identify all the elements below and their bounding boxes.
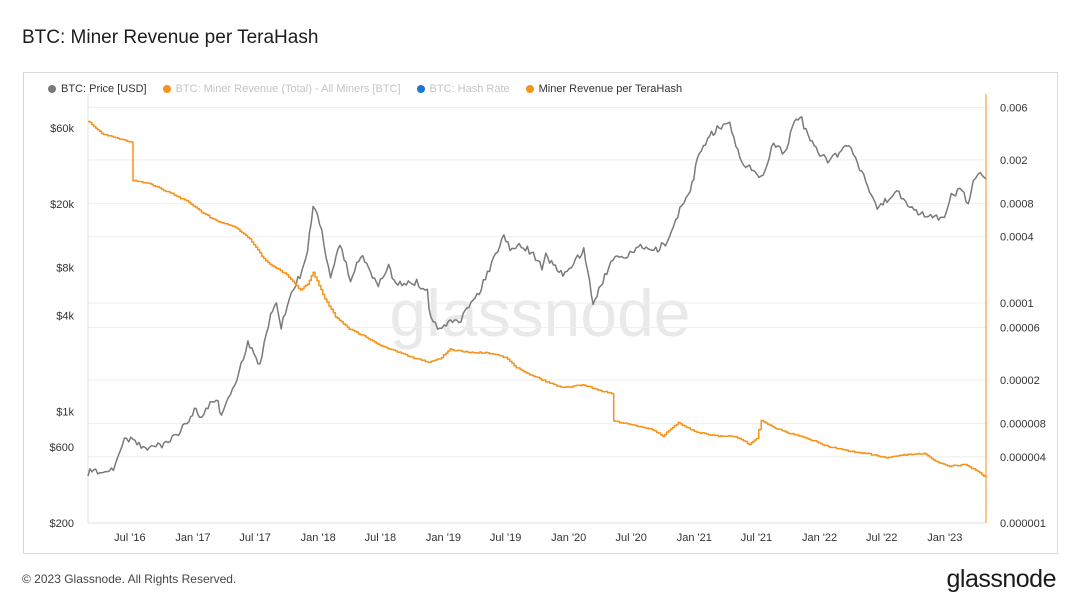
- axes: $200 $600 $1k $4k $8k $20k $60k 0.000001 0.00000…: [50, 94, 1046, 544]
- left-axis-tick-label: $8k: [56, 263, 74, 275]
- legend-label: Miner Revenue per TeraHash: [538, 83, 683, 95]
- series-line-btc-price: [87, 116, 987, 477]
- legend-dot: [525, 85, 534, 93]
- left-axis-tick-label: $600: [50, 442, 74, 454]
- left-axis-tick-label: $1k: [56, 407, 74, 419]
- x-axis-tick-label: Jan '18: [301, 532, 336, 544]
- legend-dot: [162, 85, 171, 93]
- x-axis-tick-label: Jul '19: [490, 532, 521, 544]
- x-axis-tick-label: Jul '18: [365, 532, 396, 544]
- legend-dot: [48, 85, 56, 93]
- legend-item-revenue-per-th[interactable]: Miner Revenue per TeraHash: [525, 83, 683, 95]
- right-axis-tick-label: 0.000008: [1000, 419, 1046, 431]
- left-axis-tick-label: $20k: [50, 199, 74, 211]
- right-axis-tick-label: 0.00002: [1000, 375, 1040, 387]
- copyright-footer: © 2023 Glassnode. All Rights Reserved.: [22, 572, 237, 586]
- right-axis-tick-label: 0.006: [1000, 102, 1028, 114]
- x-axis-tick-label: Jan '23: [927, 532, 962, 544]
- grid-lines: [88, 106, 986, 524]
- chart-panel: [23, 72, 1058, 554]
- chart-legend: BTC: Price [USD] BTC: Miner Revenue (Tot…: [48, 83, 682, 95]
- legend-item-price[interactable]: BTC: Price [USD]: [48, 83, 147, 95]
- legend-label: BTC: Price [USD]: [61, 83, 147, 95]
- x-axis-tick-label: Jan '21: [677, 532, 712, 544]
- legend-label: BTC: Miner Revenue (Total) - All Miners …: [175, 83, 401, 95]
- x-axis-tick-label: Jul '16: [114, 532, 145, 544]
- x-axis-tick-label: Jul '22: [866, 532, 897, 544]
- right-axis-tick-label: 0.000004: [1000, 452, 1046, 464]
- left-axis-tick-label: $60k: [50, 123, 74, 135]
- left-axis-tick-label: $4k: [56, 311, 74, 323]
- right-axis-tick-label: 0.0001: [1000, 298, 1034, 310]
- right-axis-tick-label: 0.000001: [1000, 518, 1046, 530]
- series-layer: [87, 116, 987, 478]
- right-axis-tick-label: 0.002: [1000, 155, 1028, 167]
- legend-item-revenue-total[interactable]: BTC: Miner Revenue (Total) - All Miners …: [162, 83, 401, 95]
- x-axis-tick-label: Jan '22: [802, 532, 837, 544]
- x-axis-tick-label: Jan '19: [426, 532, 461, 544]
- right-axis-tick-label: 0.00006: [1000, 322, 1040, 334]
- watermark: glassnode: [390, 276, 691, 350]
- legend-label: BTC: Hash Rate: [429, 83, 510, 95]
- series-line-miner-revenue-per-terahash: [88, 120, 987, 478]
- legend-dot: [416, 85, 425, 93]
- x-axis-tick-label: Jul '17: [239, 532, 270, 544]
- left-axis-tick-label: $200: [50, 518, 74, 530]
- chart-title: BTC: Miner Revenue per TeraHash: [22, 27, 319, 48]
- legend-item-hash-rate[interactable]: BTC: Hash Rate: [416, 83, 510, 95]
- x-axis-tick-label: Jan '17: [175, 532, 210, 544]
- right-axis-tick-label: 0.0004: [1000, 232, 1034, 244]
- x-axis-tick-label: Jan '20: [551, 532, 586, 544]
- x-axis-tick-label: Jul '20: [615, 532, 646, 544]
- right-axis-tick-label: 0.0008: [1000, 199, 1034, 211]
- brand-logo[interactable]: glassnode: [946, 565, 1057, 593]
- x-axis-tick-label: Jul '21: [741, 532, 772, 544]
